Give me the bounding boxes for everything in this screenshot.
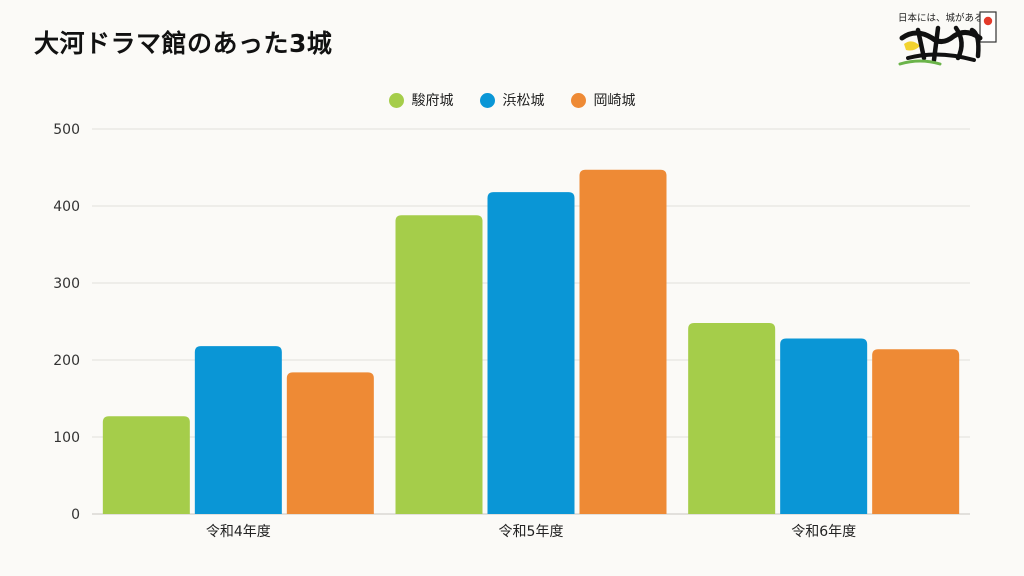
legend-label: 浜松城 (502, 93, 545, 109)
bar (487, 192, 575, 514)
x-category-label: 令和4年度 (206, 524, 271, 540)
bar (688, 323, 776, 514)
brand-logo: 日本には、城がある。 (898, 8, 1002, 70)
chart-title: 大河ドラマ館のあった3城 (34, 29, 333, 58)
x-category-label: 令和6年度 (791, 524, 856, 540)
legend-swatch (570, 92, 586, 108)
legend-swatch (388, 92, 404, 108)
y-tick-label: 0 (71, 507, 80, 523)
bar (102, 416, 190, 514)
legend-item: 浜松城 (479, 90, 545, 110)
logo-tagline: 日本には、城がある。 (898, 13, 994, 24)
y-tick-label: 500 (53, 122, 80, 138)
chart-legend: 駿府城 浜松城 岡崎城 (0, 90, 1024, 110)
bar (780, 338, 868, 514)
y-tick-label: 400 (53, 199, 80, 215)
x-category-label: 令和5年度 (499, 524, 564, 540)
y-tick-label: 100 (53, 430, 80, 446)
y-tick-label: 300 (53, 276, 80, 292)
bar (194, 346, 282, 514)
castle-brand-logo-icon (898, 11, 997, 66)
bar (286, 372, 374, 514)
legend-item: 駿府城 (388, 90, 454, 110)
bar (872, 349, 960, 514)
legend-label: 岡崎城 (593, 93, 636, 109)
legend-item: 岡崎城 (570, 90, 636, 110)
y-tick-label: 200 (53, 353, 80, 369)
bar (579, 169, 667, 514)
legend-swatch (479, 92, 495, 108)
bar (395, 215, 483, 515)
legend-label: 駿府城 (411, 93, 454, 109)
